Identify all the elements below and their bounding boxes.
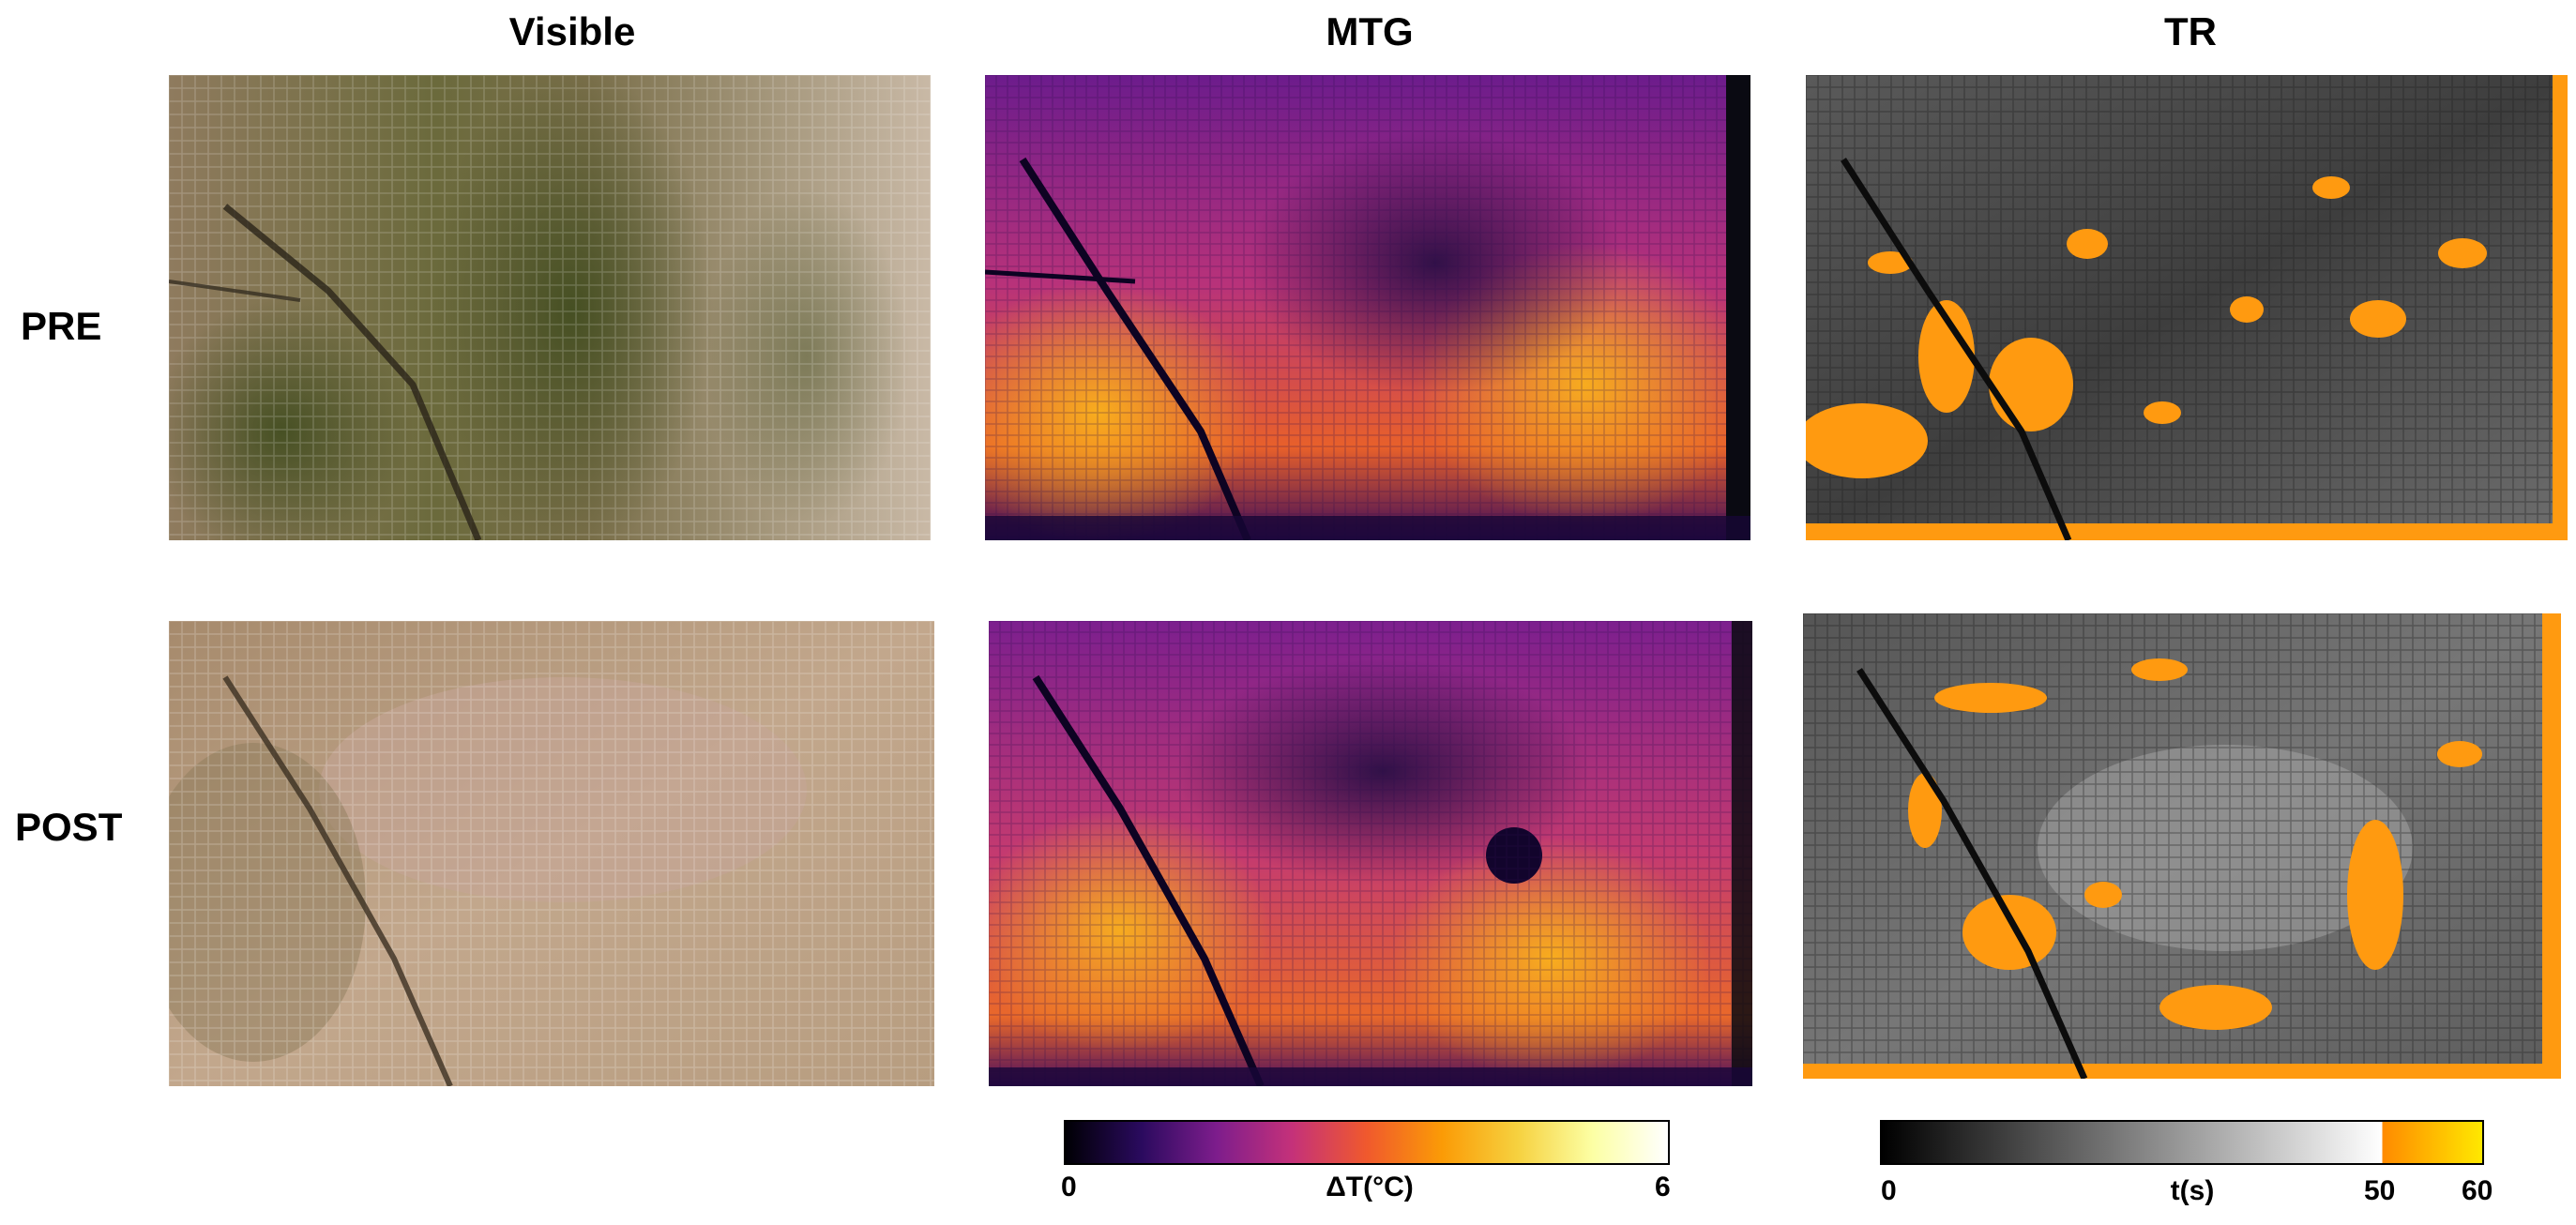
column-title-visible: Visible [508, 9, 636, 53]
mtg-colorbar-min-label: 0 [1061, 1172, 1077, 1202]
mtg-pre-image [985, 75, 1750, 540]
tr-colorbar-tick-60: 60 [2462, 1175, 2493, 1206]
mtg-colorbar-max-label: 6 [1655, 1172, 1671, 1202]
panel-pre-visible [169, 75, 931, 540]
row-title-post: POST [15, 805, 123, 849]
panel-post-mtg [989, 621, 1752, 1086]
column-title-tr: TR [2164, 9, 2217, 53]
panel-pre-tr [1806, 75, 2568, 540]
column-title-mtg: MTG [1326, 9, 1414, 53]
tr-pre-image [1806, 75, 2568, 540]
tr-colorbar-tick-50: 50 [2364, 1175, 2396, 1206]
visible-pre-image [169, 75, 931, 540]
mtg-post-image [989, 621, 1752, 1086]
tr-colorbar [1880, 1120, 2484, 1165]
row-title-pre: PRE [21, 304, 102, 348]
mtg-colorbar [1064, 1120, 1670, 1165]
tr-colorbar-tick-0: 0 [1881, 1175, 1897, 1206]
visible-post-image [169, 621, 934, 1086]
tr-post-image [1803, 613, 2561, 1079]
tr-colorbar-axis-label: t(s) [2170, 1175, 2215, 1206]
panel-post-visible [169, 621, 934, 1086]
panel-post-tr [1803, 613, 2561, 1079]
panel-pre-mtg [985, 75, 1750, 540]
mtg-colorbar-axis-label: ΔT(°C) [1326, 1172, 1414, 1202]
